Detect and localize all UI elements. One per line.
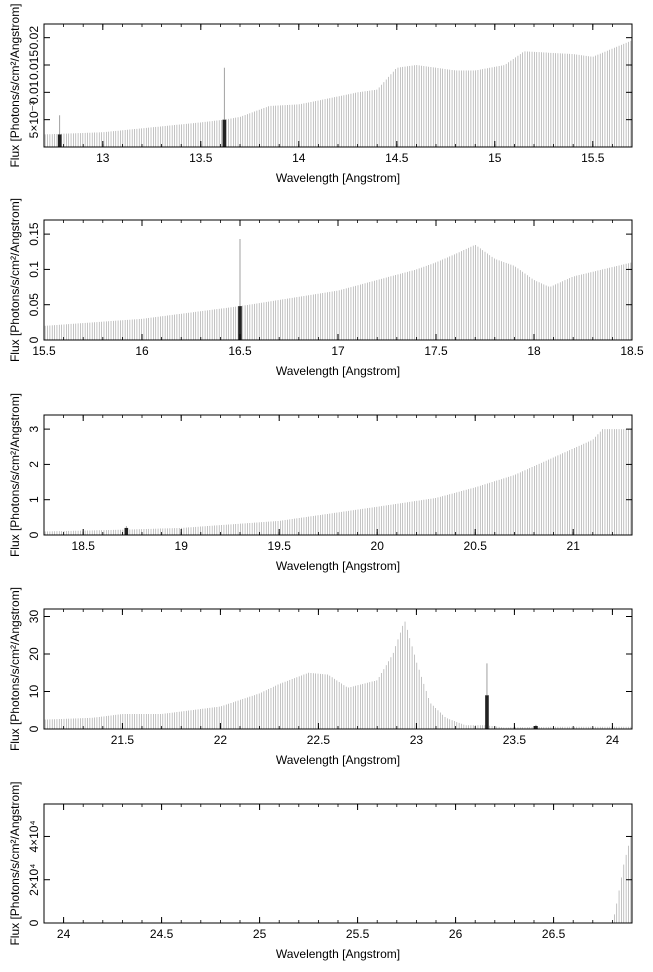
x-tick-label: 26	[449, 927, 463, 941]
spectrum-bars	[44, 621, 632, 729]
x-tick-label: 17.5	[424, 344, 448, 358]
plot-frame	[43, 608, 633, 730]
spectrum-panel-2: 15.5 16 16.5 17 17.5 18 18.5 0 0.05 0.1 0.15 Wavele…	[8, 198, 644, 378]
highlight-bar	[534, 726, 538, 729]
highlight-bar	[57, 134, 62, 147]
y-tick-label: 5×10⁻³	[27, 101, 41, 138]
x-tick-label: 15.5	[32, 344, 56, 358]
x-tick-label: 22.5	[307, 733, 331, 747]
x-tick-label: 26.5	[542, 927, 566, 941]
x-tick-label: 15.5	[581, 151, 605, 165]
spectrum-bars	[44, 429, 632, 535]
x-tick-label: 24	[57, 927, 71, 941]
y-tick-label: 1	[27, 496, 41, 503]
x-tick-label: 15	[488, 151, 502, 165]
y-tick-label: 0.05	[27, 293, 41, 317]
y-tick-label: 0.015	[27, 50, 41, 80]
spectrum-panel-3: 18.5 19 19.5 20 20.5 21 0 1 2 3 Wavelength [Angstr…	[8, 393, 633, 573]
x-tick-label: 13.5	[189, 151, 213, 165]
y-tick-label: 0	[27, 919, 41, 926]
highlight-bar	[485, 695, 489, 729]
highlight-bar	[238, 306, 242, 340]
y-tick-label: 0.1	[27, 261, 41, 278]
x-tick-label: 22	[214, 733, 228, 747]
y-tick-label: 20	[27, 647, 41, 661]
y-tick-label: 30	[27, 610, 41, 624]
plot-frame	[43, 803, 633, 924]
x-tick-label: 18.5	[72, 539, 96, 553]
highlight-bar	[124, 527, 129, 535]
y-tick-label: 2	[27, 461, 41, 468]
y-tick-label: 0.01	[27, 80, 41, 104]
y-tick-label: 4×10⁴	[27, 820, 41, 852]
x-tick-label: 25	[253, 927, 267, 941]
x-tick-label: 25.5	[346, 927, 370, 941]
x-tick-label: 18	[527, 344, 541, 358]
y-tick-label: 0	[27, 725, 41, 732]
spectrum-bars	[614, 836, 632, 923]
y-tick-label: 0	[27, 336, 41, 343]
y-tick-label: 0.02	[27, 26, 41, 50]
y-axis-label: Flux [Photons/s/cm²/Angstrom]	[8, 781, 22, 945]
y-axis-label: Flux [Photons/s/cm²/Angstrom]	[8, 393, 22, 557]
y-axis-label: Flux [Photons/s/cm²/Angstrom]	[8, 198, 22, 362]
y-tick-label: 0.15	[27, 222, 41, 246]
spectrum-bars	[44, 244, 632, 340]
x-tick-label: 19	[175, 539, 189, 553]
x-tick-label: 24	[606, 733, 620, 747]
y-tick-label: 2×10⁴	[27, 864, 41, 896]
x-tick-label: 21.5	[111, 733, 135, 747]
x-tick-label: 23.5	[503, 733, 527, 747]
x-tick-label: 20	[371, 539, 385, 553]
x-tick-label: 14.5	[385, 151, 409, 165]
x-axis-label: Wavelength [Angstrom]	[276, 947, 400, 961]
spectrum-bars	[44, 40, 632, 147]
x-tick-label: 19.5	[268, 539, 292, 553]
spectrum-panel-5: 24 24.5 25 25.5 26 26.5 0 2×10⁴ 4×10⁴ Wavelength …	[8, 781, 633, 961]
x-tick-label: 21	[567, 539, 581, 553]
y-tick-label: 0	[27, 531, 41, 538]
x-tick-label: 18.5	[620, 344, 644, 358]
y-tick-label: 10	[27, 685, 41, 699]
x-tick-label: 17	[331, 344, 345, 358]
x-axis-label: Wavelength [Angstrom]	[276, 364, 400, 378]
highlight-bar	[222, 119, 227, 147]
x-axis-label: Wavelength [Angstrom]	[276, 171, 400, 185]
y-tick-label: 3	[27, 425, 41, 432]
x-tick-label: 23	[410, 733, 424, 747]
y-axis-label: Flux [Photons/s/cm²/Angstrom]	[8, 587, 22, 751]
x-tick-label: 14	[292, 151, 306, 165]
x-tick-label: 13	[96, 151, 110, 165]
x-tick-label: 20.5	[464, 539, 488, 553]
x-tick-label: 16.5	[228, 344, 252, 358]
spectrum-panel-4: 21.5 22 22.5 23 23.5 24 0 10 20 30 Wavelength [Ang…	[8, 587, 633, 767]
x-axis-label: Wavelength [Angstrom]	[276, 753, 400, 767]
y-axis-label: Flux [Photons/s/cm²/Angstrom]	[8, 3, 22, 167]
x-tick-label: 24.5	[150, 927, 174, 941]
x-axis-label: Wavelength [Angstrom]	[276, 559, 400, 573]
x-tick-label: 16	[135, 344, 149, 358]
